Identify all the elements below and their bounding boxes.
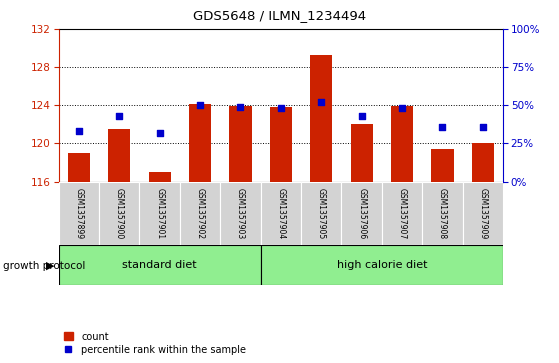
Point [74,128,83,134]
Bar [140,182,180,245]
Bar [189,104,211,182]
Text: GDS5648 / ILMN_1234494: GDS5648 / ILMN_1234494 [193,9,366,22]
Point [479,124,487,130]
Text: GSM1357901: GSM1357901 [155,188,164,239]
Point [397,105,406,111]
Text: GSM1357900: GSM1357900 [115,188,124,239]
Text: GSM1357905: GSM1357905 [317,188,326,239]
Legend: count, percentile rank within the sample: count, percentile rank within the sample [64,331,246,355]
Bar [342,182,382,245]
Bar [68,153,90,182]
Text: GSM1357906: GSM1357906 [357,188,366,239]
Bar [59,245,260,285]
Point [438,124,447,130]
Bar [108,129,130,182]
Bar [149,172,171,182]
Bar [432,149,453,182]
Point [155,130,164,136]
Bar [229,106,252,182]
Bar [382,182,422,245]
Point [196,102,205,108]
Text: growth protocol: growth protocol [3,261,85,271]
Bar [260,182,301,245]
Point [115,113,124,119]
Text: GSM1357903: GSM1357903 [236,188,245,239]
Point [236,104,245,110]
Bar [350,124,373,182]
Bar [270,107,292,182]
Point [357,113,366,119]
Text: high calorie diet: high calorie diet [337,260,427,270]
Point [277,105,286,111]
Bar [59,182,99,245]
Text: GSM1357909: GSM1357909 [479,188,487,239]
Text: GSM1357908: GSM1357908 [438,188,447,239]
Bar [463,182,503,245]
Bar [99,182,140,245]
Text: standard diet: standard diet [122,260,197,270]
Bar [472,143,494,182]
Bar [422,182,463,245]
Bar [260,245,503,285]
Bar [180,182,220,245]
Point [317,99,326,105]
Bar [220,182,260,245]
Text: GSM1357902: GSM1357902 [196,188,205,239]
Text: ▶: ▶ [46,261,55,271]
Bar [310,55,333,182]
Text: GSM1357904: GSM1357904 [276,188,286,239]
Bar [301,182,342,245]
Bar [391,106,413,182]
Text: GSM1357899: GSM1357899 [74,188,83,239]
Text: GSM1357907: GSM1357907 [397,188,406,239]
